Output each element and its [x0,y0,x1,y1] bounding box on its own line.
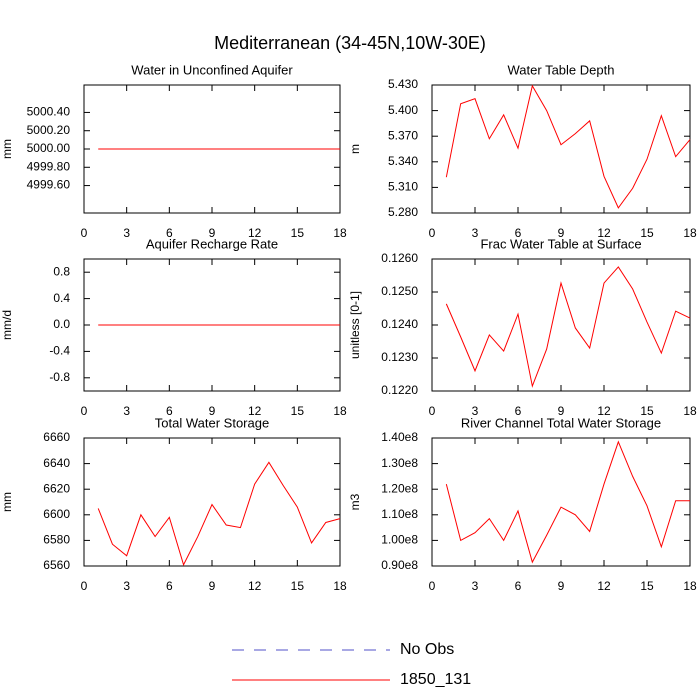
legend-label: 1850_131 [400,671,471,688]
x-tick-label: 18 [683,579,697,593]
x-tick-label: 12 [248,404,262,418]
y-tick-label: 1.30e8 [381,456,418,470]
x-tick-label: 12 [248,579,262,593]
panel-title: Aquifer Recharge Rate [146,236,278,251]
y-tick-label: 0.1220 [381,383,418,397]
data-line [445,440,690,564]
plot-frame [431,437,691,567]
y-tick-label: 0.1250 [381,284,418,298]
y-axis-label: m3 [348,493,362,510]
x-tick-label: 12 [597,579,611,593]
x-tick-label: 6 [515,226,522,240]
x-tick-label: 18 [333,226,347,240]
x-tick-label: 9 [209,226,216,240]
y-tick-label: 5.400 [388,103,418,117]
y-tick-label: 1.00e8 [381,533,418,547]
y-tick-label: 5.370 [388,128,418,142]
y-tick-label: 4999.60 [27,178,71,192]
x-tick-label: 6 [166,404,173,418]
y-tick-label: 6560 [43,558,70,572]
plot-frame [431,84,691,214]
y-tick-label: 0.1230 [381,350,418,364]
y-tick-label: 1.40e8 [381,430,418,444]
x-tick-label: 0 [81,404,88,418]
x-tick-label: 3 [123,579,130,593]
y-tick-label: 5000.40 [27,105,71,119]
data-line [97,461,341,567]
x-tick-label: 0 [81,226,88,240]
y-axis-label: mm/d [0,310,14,340]
x-tick-label: 12 [248,226,262,240]
x-tick-label: 15 [291,579,305,593]
y-tick-label: 0.90e8 [381,558,418,572]
x-tick-label: 9 [558,226,565,240]
y-tick-label: 5.430 [388,77,418,91]
x-tick-label: 15 [291,226,305,240]
data-line [445,84,691,209]
y-tick-label: 6580 [43,533,70,547]
panel-title: Total Water Storage [155,415,269,430]
x-tick-label: 3 [472,226,479,240]
y-tick-label: 5.340 [388,154,418,168]
y-axis-label: unitless [0-1] [348,291,362,359]
x-tick-label: 0 [81,579,88,593]
x-tick-label: 15 [640,404,654,418]
y-tick-label: 5.280 [388,205,418,219]
y-tick-label: 5000.00 [27,141,71,155]
x-tick-label: 18 [333,579,347,593]
x-tick-label: 0 [429,579,436,593]
x-tick-label: 0 [429,404,436,418]
y-axis-label: m [348,144,362,154]
y-tick-label: 5000.20 [27,123,71,137]
x-tick-label: 3 [472,579,479,593]
plot-frame [431,258,691,392]
x-tick-label: 9 [209,579,216,593]
x-tick-label: 6 [166,226,173,240]
x-tick-label: 3 [123,404,130,418]
y-tick-label: 6660 [43,430,70,444]
y-tick-label: 0.4 [53,291,70,305]
y-tick-label: 0.0 [53,317,70,331]
y-tick-label: 1.20e8 [381,481,418,495]
x-tick-label: 18 [333,404,347,418]
y-tick-label: -0.8 [49,370,70,384]
y-tick-label: 6640 [43,456,70,470]
y-tick-label: 0.1260 [381,251,418,265]
x-tick-label: 15 [640,579,654,593]
panel-title: River Channel Total Water Storage [461,415,661,430]
panel-title: Water Table Depth [508,62,615,77]
x-tick-label: 12 [597,226,611,240]
x-tick-label: 9 [558,579,565,593]
plot-frame [83,437,341,567]
x-tick-label: 18 [683,404,697,418]
x-tick-label: 15 [291,404,305,418]
panel-title: Water in Unconfined Aquifer [131,62,293,77]
y-tick-label: 4999.80 [27,159,71,173]
data-line [445,266,691,388]
y-tick-label: 6600 [43,507,70,521]
y-tick-label: 6620 [43,481,70,495]
y-tick-label: 0.8 [53,264,70,278]
panel-title: Frac Water Table at Surface [480,236,641,251]
x-tick-label: 9 [558,404,565,418]
y-tick-label: 5.310 [388,180,418,194]
legend-label: No Obs [400,641,454,658]
x-tick-label: 18 [683,226,697,240]
x-tick-label: 0 [429,226,436,240]
x-tick-label: 12 [597,404,611,418]
y-tick-label: 0.1240 [381,317,418,331]
y-axis-label: mm [0,139,14,159]
y-axis-label: mm [0,492,14,512]
x-tick-label: 3 [472,404,479,418]
y-tick-label: 1.10e8 [381,507,418,521]
x-tick-label: 9 [209,404,216,418]
x-tick-label: 3 [123,226,130,240]
y-tick-label: -0.4 [49,344,70,358]
x-tick-label: 6 [515,579,522,593]
x-tick-label: 15 [640,226,654,240]
x-tick-label: 6 [166,579,173,593]
figure-title: Mediterranean (34-45N,10W-30E) [214,33,486,53]
x-tick-label: 6 [515,404,522,418]
